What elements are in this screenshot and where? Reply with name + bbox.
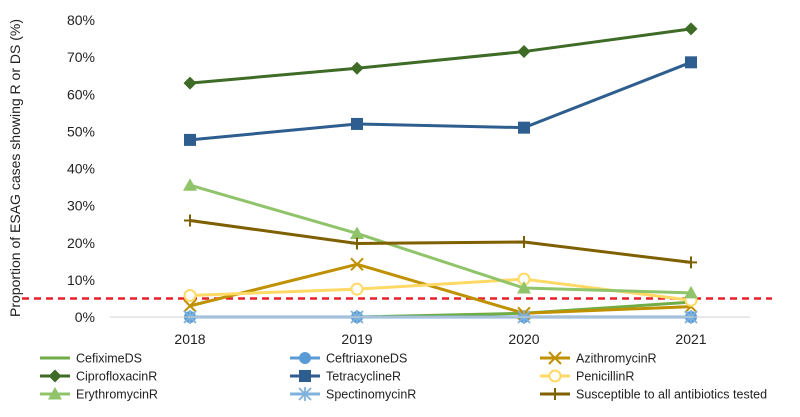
data-point <box>183 299 197 313</box>
y-tick-label: 60% <box>67 86 95 102</box>
series-group <box>183 22 698 324</box>
data-point <box>517 45 531 59</box>
legend-item: PenicillinR <box>540 369 634 384</box>
data-point <box>183 288 197 302</box>
y-tick-label: 20% <box>67 235 95 251</box>
legend-item: AzithromycinR <box>540 351 657 366</box>
y-tick-label: 30% <box>67 198 95 214</box>
legend-label: Susceptible to all antibiotics tested <box>576 388 767 402</box>
legend-item: CiprofloxacinR <box>40 369 157 384</box>
legend-item: CeftriaxoneDS <box>290 352 407 366</box>
series-susceptible-to-all-antibiotics-tested <box>184 214 697 269</box>
series-line <box>189 262 692 315</box>
legend-marker <box>548 369 562 383</box>
x-tick-label: 2021 <box>675 331 706 347</box>
legend-label: PenicillinR <box>576 370 634 384</box>
y-axis-title: Proportion of ESAG cases showing R or DS… <box>7 19 23 317</box>
series-azithromycinr <box>183 257 698 320</box>
legend-marker <box>48 387 62 400</box>
series-erythromycinr <box>183 178 698 299</box>
legend-marker <box>299 370 311 382</box>
legend-label: SpectinomycinR <box>326 388 416 402</box>
legend-marker <box>299 352 311 364</box>
legend-marker <box>298 387 312 401</box>
legend-label: CeftriaxoneDS <box>326 352 407 366</box>
series-line <box>189 183 692 295</box>
y-tick-label: 40% <box>67 161 95 177</box>
y-tick-label: 0% <box>75 309 95 325</box>
legend-marker <box>549 388 561 400</box>
series-tetracycliner <box>184 56 697 146</box>
legend-label: AzithromycinR <box>576 352 657 366</box>
legend: CefiximeDS CeftriaxoneDS AzithromycinR Cipr… <box>40 351 767 402</box>
x-tick-label: 2020 <box>508 331 539 347</box>
legend-label: CiprofloxacinR <box>76 370 157 384</box>
data-point <box>685 56 697 69</box>
data-point <box>183 178 197 191</box>
data-point <box>351 237 363 250</box>
data-point <box>184 214 196 227</box>
data-point <box>684 22 698 36</box>
series-ciprofloxacinr <box>183 22 698 90</box>
legend-item: ErythromycinR <box>40 387 158 402</box>
data-point <box>183 76 197 90</box>
legend-marker <box>548 351 562 365</box>
data-point <box>684 285 698 299</box>
series-line <box>189 60 692 142</box>
legend-item: CefiximeDS <box>40 352 142 366</box>
data-point <box>350 61 364 75</box>
axes-group: 0% 10% 20% 30% 40% 50% 60% 70% 80% 2018 2019 2020 20… <box>7 12 750 347</box>
data-point <box>518 121 530 134</box>
y-tick-label: 70% <box>67 49 95 65</box>
data-point <box>350 226 364 239</box>
y-tick-label: 50% <box>67 123 95 139</box>
legend-label: TetracyclineR <box>326 370 401 384</box>
data-point <box>350 257 364 271</box>
y-tick-label: 80% <box>67 12 95 28</box>
legend-item: SpectinomycinR <box>290 387 416 402</box>
x-tick-label: 2019 <box>341 331 372 347</box>
series-line <box>189 27 692 85</box>
legend-label: CefiximeDS <box>76 352 142 366</box>
legend-label: ErythromycinR <box>76 388 158 402</box>
data-point <box>685 256 697 269</box>
legend-marker <box>48 369 62 383</box>
legend-item: Susceptible to all antibiotics tested <box>540 388 767 402</box>
data-point <box>184 133 196 146</box>
data-point <box>351 117 363 130</box>
legend-item: TetracyclineR <box>290 370 401 384</box>
y-tick-label: 10% <box>67 272 95 288</box>
data-point <box>518 236 530 249</box>
x-tick-label: 2018 <box>174 331 205 347</box>
data-point <box>517 281 531 294</box>
series-line <box>189 218 692 264</box>
data-point <box>350 282 364 296</box>
